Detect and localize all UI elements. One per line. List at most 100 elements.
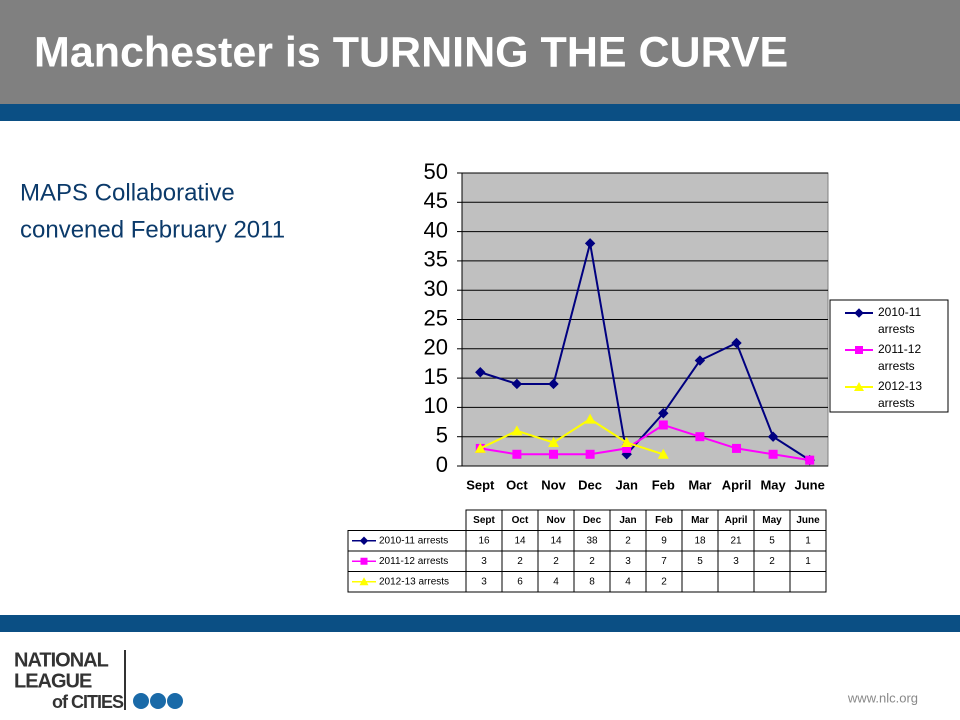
legend-label: 2010-11 arrests — [878, 305, 921, 336]
table-value: 3 — [481, 556, 487, 567]
table-value: 6 — [517, 576, 523, 587]
y-tick-label: 25 — [424, 305, 448, 330]
marker — [768, 449, 778, 459]
table-value: 16 — [478, 535, 490, 546]
table-header: Dec — [583, 515, 602, 526]
table-row-label: 2012-13 arrests — [379, 576, 449, 587]
header-band — [0, 0, 960, 104]
marker — [854, 382, 864, 391]
marker — [621, 437, 633, 448]
x-tick-label: May — [760, 477, 786, 492]
y-tick-label: 30 — [424, 276, 448, 301]
slide-title: Manchester is TURNING THE CURVE — [34, 28, 788, 76]
x-tick-label: Dec — [578, 477, 602, 492]
legend-label: 2011-12 arrests — [878, 342, 921, 373]
marker — [695, 432, 705, 442]
table-value: 18 — [694, 535, 706, 546]
note-line: convened February 2011 — [20, 216, 285, 243]
table-value: 5 — [769, 535, 775, 546]
table-row-label: 2011-12 arrests — [379, 556, 448, 567]
table-value: 8 — [589, 576, 595, 587]
marker — [584, 413, 596, 424]
marker — [548, 378, 559, 390]
y-tick-label: 0 — [436, 452, 448, 477]
marker — [622, 443, 632, 453]
table-value: 2 — [625, 535, 631, 546]
table-value: 21 — [730, 535, 742, 546]
footer-stripe — [0, 615, 960, 632]
legend-label: 2012-13 arrests — [878, 379, 922, 410]
x-tick-label: Feb — [652, 477, 675, 492]
table-value: 3 — [625, 556, 631, 567]
y-tick-label: 40 — [424, 217, 448, 242]
logo-text: of CITIES — [52, 692, 124, 712]
marker — [474, 442, 486, 453]
logo-text: LEAGUE — [14, 670, 92, 692]
table-value: 2 — [589, 556, 595, 567]
y-tick-label: 10 — [424, 393, 448, 418]
note-line: MAPS Collaborative — [20, 179, 235, 206]
marker — [805, 455, 815, 465]
marker — [767, 431, 779, 442]
table-value: 7 — [661, 556, 667, 567]
marker — [548, 437, 559, 448]
table-header: Sept — [473, 515, 495, 526]
table-row-label: 2010-11 arrests — [379, 535, 448, 546]
marker — [731, 337, 742, 349]
table-header: Oct — [512, 515, 529, 526]
table-value: 9 — [661, 535, 667, 546]
marker — [511, 425, 523, 436]
series-line — [480, 423, 810, 462]
y-tick-label: 20 — [424, 335, 448, 360]
y-tick-label: 35 — [424, 247, 448, 272]
table-cell — [681, 571, 719, 593]
table-value: 2 — [769, 556, 775, 567]
table-header: Feb — [655, 515, 673, 526]
marker — [854, 308, 864, 318]
marker — [584, 238, 596, 249]
x-tick-label: Mar — [688, 477, 711, 492]
series-line — [479, 243, 811, 461]
table-value: 14 — [514, 535, 526, 546]
x-tick-label: Jan — [615, 477, 637, 492]
marker — [694, 355, 706, 366]
marker — [475, 367, 486, 378]
table-cell — [789, 571, 827, 593]
legend-box — [829, 299, 949, 413]
x-tick-label: Oct — [506, 477, 528, 492]
x-tick-label: Nov — [541, 477, 566, 492]
table-cell — [717, 571, 755, 593]
marker — [512, 449, 522, 459]
y-tick-label: 15 — [424, 364, 448, 389]
marker — [359, 536, 369, 545]
marker — [360, 557, 368, 565]
table-value: 2 — [553, 556, 559, 567]
table-value: 4 — [625, 576, 631, 587]
marker — [732, 443, 741, 453]
y-tick-label: 5 — [436, 423, 448, 448]
table-value: 2 — [517, 556, 523, 567]
x-tick-label: Sept — [466, 477, 495, 492]
table-value: 5 — [697, 556, 703, 567]
table-value: 3 — [481, 576, 487, 587]
marker — [511, 378, 523, 390]
table-header: June — [796, 515, 820, 526]
table-header: Mar — [691, 515, 709, 526]
header-stripe — [0, 104, 960, 121]
logo-icons — [133, 693, 183, 709]
table-value: 1 — [805, 556, 811, 567]
series-line — [479, 417, 664, 456]
table-value: 1 — [805, 535, 811, 546]
table-value: 38 — [586, 535, 598, 546]
table-value: 4 — [553, 576, 559, 587]
marker — [585, 449, 595, 459]
url: www.nlc.org — [847, 690, 918, 705]
table-value: 3 — [733, 556, 739, 567]
marker — [855, 346, 863, 354]
marker — [658, 420, 668, 430]
table-value: 2 — [661, 576, 667, 587]
x-tick-label: April — [722, 477, 752, 492]
marker — [359, 577, 369, 586]
